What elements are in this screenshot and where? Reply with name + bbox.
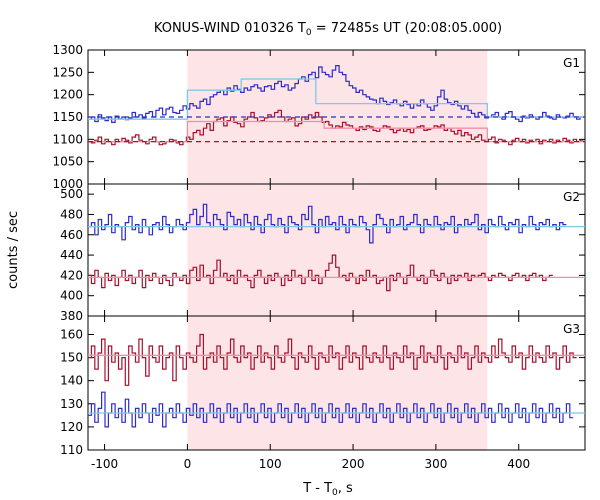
panel-g2: 380 400 420 440 460 480 500 G2 — [60, 183, 586, 323]
series-red-histogram — [88, 109, 584, 146]
y-tick-label: 1050 — [52, 155, 83, 169]
series-blue-histogram — [88, 203, 567, 244]
y-tick-label: 1150 — [52, 110, 83, 124]
y-tick-label: 130 — [60, 397, 83, 411]
x-tick-label: 200 — [342, 457, 365, 471]
y-tick-label: 480 — [60, 207, 83, 221]
y-tick-label: 150 — [60, 351, 83, 365]
y-tick-label: 400 — [60, 289, 83, 303]
y-tick-label: 1000 — [52, 177, 83, 191]
y-tick-label: 110 — [60, 443, 83, 457]
y-tick-label: 140 — [60, 374, 83, 388]
panel-label: G2 — [563, 190, 580, 204]
panel-g3: 110 120 130 140 150 160 -100 0 100 200 300 400 G3 — [60, 315, 586, 471]
y-axis-label: counts / sec — [6, 211, 21, 289]
x-tick-label: 100 — [259, 457, 282, 471]
x-axis-label: T - T0, s — [302, 481, 353, 498]
series-blue-histogram — [88, 391, 574, 428]
burst-interval-shade — [187, 50, 488, 184]
y-tick-label: 380 — [60, 309, 83, 323]
y-tick-label: 1300 — [52, 43, 83, 57]
y-tick-label: 120 — [60, 420, 83, 434]
y-tick-label: 420 — [60, 268, 83, 282]
x-tick-label: 0 — [184, 457, 192, 471]
series-red-histogram — [88, 333, 577, 386]
x-tick-label: 400 — [507, 457, 530, 471]
y-tick-label: 460 — [60, 228, 83, 242]
y-tick-label: 1100 — [52, 132, 83, 146]
x-tick-label: -100 — [91, 457, 118, 471]
y-tick-label: 500 — [60, 187, 83, 201]
burst-interval-shade — [187, 184, 488, 316]
y-tick-label: 1200 — [52, 88, 83, 102]
panel-label: G3 — [563, 322, 580, 336]
panel-frame — [87, 315, 586, 451]
series-light_red-fit — [88, 120, 585, 143]
chart-title: KONUS-WIND 010326 T0 = 72485s UT (20:08:… — [154, 21, 502, 38]
series-light_blue-fit — [88, 78, 585, 120]
y-tick-label: 160 — [60, 327, 83, 341]
y-tick-label: 440 — [60, 248, 83, 262]
y-tick-label: 1250 — [52, 65, 83, 79]
x-tick-label: 300 — [424, 457, 447, 471]
panel-g1: 1000 1050 1100 1150 1200 1250 1300 G1 — [52, 43, 586, 191]
burst-interval-shade — [187, 316, 488, 450]
panel-label: G1 — [563, 56, 580, 70]
